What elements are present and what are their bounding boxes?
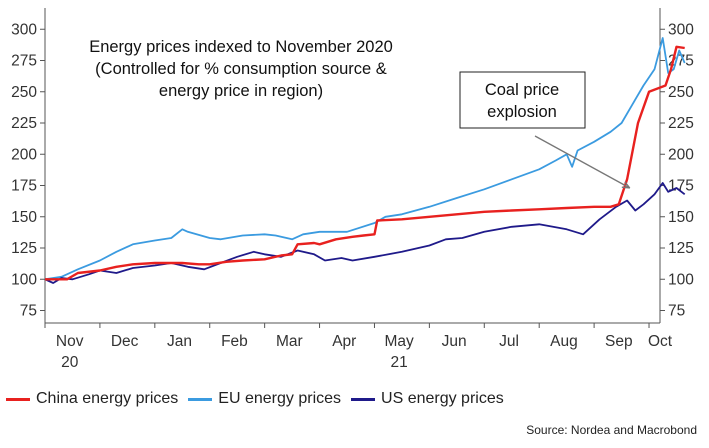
y-tick-label-right: 225 — [668, 115, 694, 132]
series-line-eu-energy-prices — [44, 37, 686, 281]
y-tick-label-right: 100 — [668, 271, 694, 288]
annotation-arrowhead — [621, 181, 631, 189]
y-tick-label-left: 250 — [11, 84, 37, 101]
y-tick-label-left: 200 — [11, 146, 37, 163]
legend-label: EU energy prices — [218, 390, 342, 407]
annotation-text: explosion — [487, 103, 557, 121]
series-layer — [44, 37, 686, 284]
chart-title-line: Energy prices indexed to November 2020 — [89, 38, 393, 56]
x-tick-label: Apr — [332, 333, 356, 350]
legend-item: EU energy prices — [188, 390, 341, 408]
x-tick-label: Aug — [550, 333, 578, 350]
legend-swatch — [6, 397, 30, 401]
legend-item: US energy prices — [351, 390, 504, 408]
x-tick-label: Jan — [167, 333, 192, 350]
x-tick-label: Dec — [111, 333, 139, 350]
x-tick-label: Oct — [648, 333, 673, 350]
series-line-china-energy-prices — [45, 45, 685, 281]
y-tick-label-left: 175 — [11, 178, 37, 195]
y-tick-label-right: 250 — [668, 84, 694, 101]
series-line-us-energy-prices — [44, 182, 686, 284]
annotation-text: Coal price — [485, 81, 559, 99]
legend-label: US energy prices — [381, 390, 504, 407]
x-tick-label: Mar — [276, 333, 303, 350]
annotation-box — [459, 71, 586, 129]
y-tick-label-right: 175 — [668, 178, 694, 195]
x-tick-label: May — [385, 333, 415, 350]
x-tick-label: Nov — [56, 333, 84, 350]
y-tick-label-right: 300 — [668, 21, 694, 38]
y-tick-label-right: 200 — [668, 146, 694, 163]
legend-swatch — [188, 397, 213, 401]
legend: China energy prices EU energy prices US en… — [6, 390, 514, 408]
x-tick-label: Feb — [221, 333, 248, 350]
y-tick-label-left: 75 — [20, 303, 37, 320]
chart-title-line: (Controlled for % consumption source & — [95, 60, 387, 78]
y-tick-label-left: 275 — [11, 53, 37, 70]
y-tick-label-left: 125 — [11, 240, 37, 257]
y-tick-label-left: 225 — [11, 115, 37, 132]
y-tick-label-left: 100 — [11, 271, 37, 288]
y-tick-label-left: 300 — [11, 21, 37, 38]
legend-label: China energy prices — [36, 390, 179, 407]
y-tick-label-right: 75 — [668, 303, 685, 320]
x-year-label: 21 — [391, 354, 408, 371]
y-tick-label-left: 150 — [11, 209, 37, 226]
source-note: Source: Nordea and Macrobond — [526, 423, 697, 437]
annotation-arrow — [534, 135, 631, 189]
legend-item: China energy prices — [6, 390, 178, 408]
x-tick-label: Jul — [499, 333, 519, 350]
legend-swatch — [351, 397, 376, 401]
x-tick-label: Sep — [605, 333, 633, 350]
y-tick-label-right: 150 — [668, 209, 694, 226]
annotation: Coal price explosion — [459, 71, 631, 189]
x-tick-label: Jun — [442, 333, 467, 350]
chart: 75 75 100 100 125 125 150 150 175 175 200 200 225 225… — [11, 8, 694, 371]
x-year-label: 20 — [61, 354, 79, 371]
chart-title: Energy prices indexed to November 2020 (C… — [89, 38, 393, 100]
y-tick-label-right: 125 — [668, 240, 694, 257]
chart-title-line: energy price in region) — [159, 82, 323, 100]
